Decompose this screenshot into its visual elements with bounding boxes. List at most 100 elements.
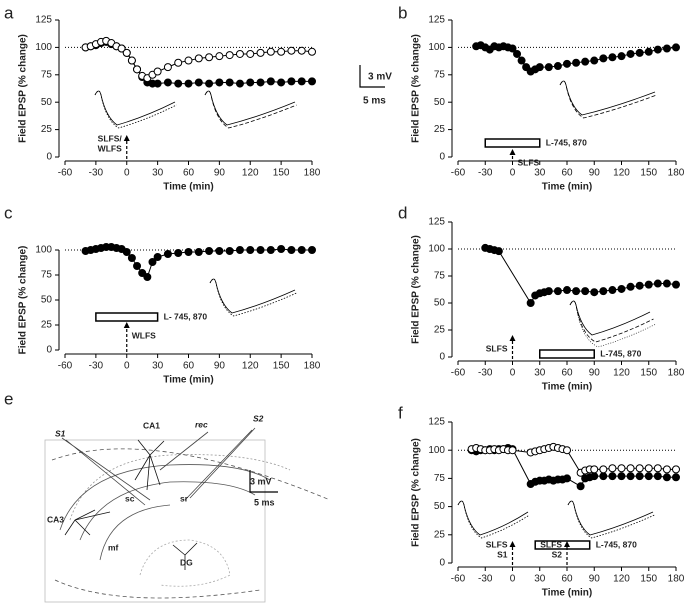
y-tick-label: 50 (41, 97, 53, 108)
x-tick-label: -60 (451, 168, 466, 179)
x-tick-label: 60 (561, 574, 573, 585)
data-point (617, 284, 626, 293)
data-point (256, 246, 265, 254)
diagram-label: rec (195, 419, 208, 429)
drug-bar (534, 540, 591, 550)
stimulus-label: SLFS (486, 343, 508, 353)
diagram-label: DG (180, 557, 193, 567)
data-point (599, 54, 608, 63)
data-point (174, 79, 183, 88)
data-point (277, 78, 286, 87)
data-point (553, 62, 562, 71)
x-tick-label: -30 (478, 574, 493, 585)
y-tick-label: 100 (428, 42, 445, 53)
scale-label: 5 ms (254, 497, 275, 507)
data-point (122, 48, 131, 57)
y-tick-label: 25 (41, 320, 53, 331)
x-tick-label: 180 (304, 168, 321, 179)
scale-label: 3 mV (250, 476, 272, 486)
trace (209, 278, 297, 317)
data-point (127, 254, 136, 262)
trace (559, 80, 656, 116)
arrow-head (509, 335, 516, 341)
x-tick-label: 150 (640, 574, 657, 585)
data-point (608, 472, 617, 481)
stimulus-label: SLFS (518, 157, 540, 167)
trace (457, 500, 529, 536)
y-tick-label: 75 (434, 69, 446, 80)
y-tick-label: 50 (434, 298, 446, 309)
data-point (644, 464, 653, 473)
trace (569, 300, 657, 348)
data-point (143, 273, 152, 281)
arrow-head (509, 541, 516, 547)
data-point (138, 269, 147, 277)
data-point (590, 472, 599, 481)
stratum-line (59, 464, 271, 531)
data-point (572, 58, 581, 67)
stimulus-label: WLFS (132, 330, 156, 340)
data-point (133, 65, 142, 74)
data-point (513, 49, 522, 58)
data-point (599, 287, 608, 296)
data-point (599, 465, 608, 474)
data-point (256, 78, 265, 87)
x-tick-label: 90 (589, 574, 601, 585)
data-point (608, 53, 617, 62)
y-tick-label: 0 (439, 352, 445, 363)
x-axis-label: Time (min) (542, 382, 592, 393)
data-point (626, 282, 635, 291)
data-point (184, 248, 193, 256)
data-point (266, 77, 275, 86)
stratum-line (99, 504, 171, 561)
data-point (635, 472, 644, 481)
x-tick-label: 150 (273, 361, 290, 372)
stimulus-label: S1 (497, 549, 508, 559)
data-point (635, 281, 644, 290)
arrow-head (123, 322, 130, 328)
data-point (563, 286, 571, 295)
y-tick-label: 125 (428, 15, 445, 26)
x-tick-label: -30 (478, 168, 493, 179)
panel-letter: b (398, 3, 407, 22)
y-tick-label: 100 (428, 445, 445, 456)
x-tick-label: 120 (613, 574, 630, 585)
x-tick-label: 30 (152, 361, 164, 372)
scale-bar (249, 470, 278, 493)
data-point (672, 280, 680, 289)
data-point (287, 77, 296, 86)
data-point (526, 299, 535, 307)
scale-label: 5 ms (363, 96, 386, 107)
y-tick-label: 125 (428, 217, 445, 228)
data-point (235, 246, 244, 254)
stimulus-label: S2 (552, 549, 563, 559)
data-point (617, 52, 626, 61)
y-tick-label: 0 (46, 345, 52, 356)
x-tick-label: 60 (183, 361, 195, 372)
data-point (662, 44, 671, 53)
data-point (617, 472, 626, 481)
data-point (153, 67, 162, 76)
stimulus-label: SLFS (486, 539, 508, 549)
x-tick-label: -60 (451, 368, 466, 379)
diagram-frame (44, 439, 266, 603)
x-tick-label: 0 (510, 368, 516, 379)
x-tick-label: 30 (534, 574, 546, 585)
drug-bar (95, 312, 159, 322)
data-point (266, 246, 275, 254)
data-point (576, 482, 585, 491)
data-point (308, 77, 316, 86)
data-point (544, 287, 553, 296)
data-point (308, 47, 316, 56)
trace (567, 500, 654, 536)
stimulus-label: WLFS (98, 143, 122, 153)
x-tick-label: 90 (589, 168, 601, 179)
data-point (563, 474, 571, 483)
trace (569, 300, 654, 343)
panel-letter: d (398, 203, 407, 222)
data-point (194, 54, 203, 63)
outline (51, 448, 331, 501)
y-tick-label: 50 (434, 501, 446, 512)
data-point (127, 56, 136, 65)
y-tick-label: 75 (434, 473, 446, 484)
